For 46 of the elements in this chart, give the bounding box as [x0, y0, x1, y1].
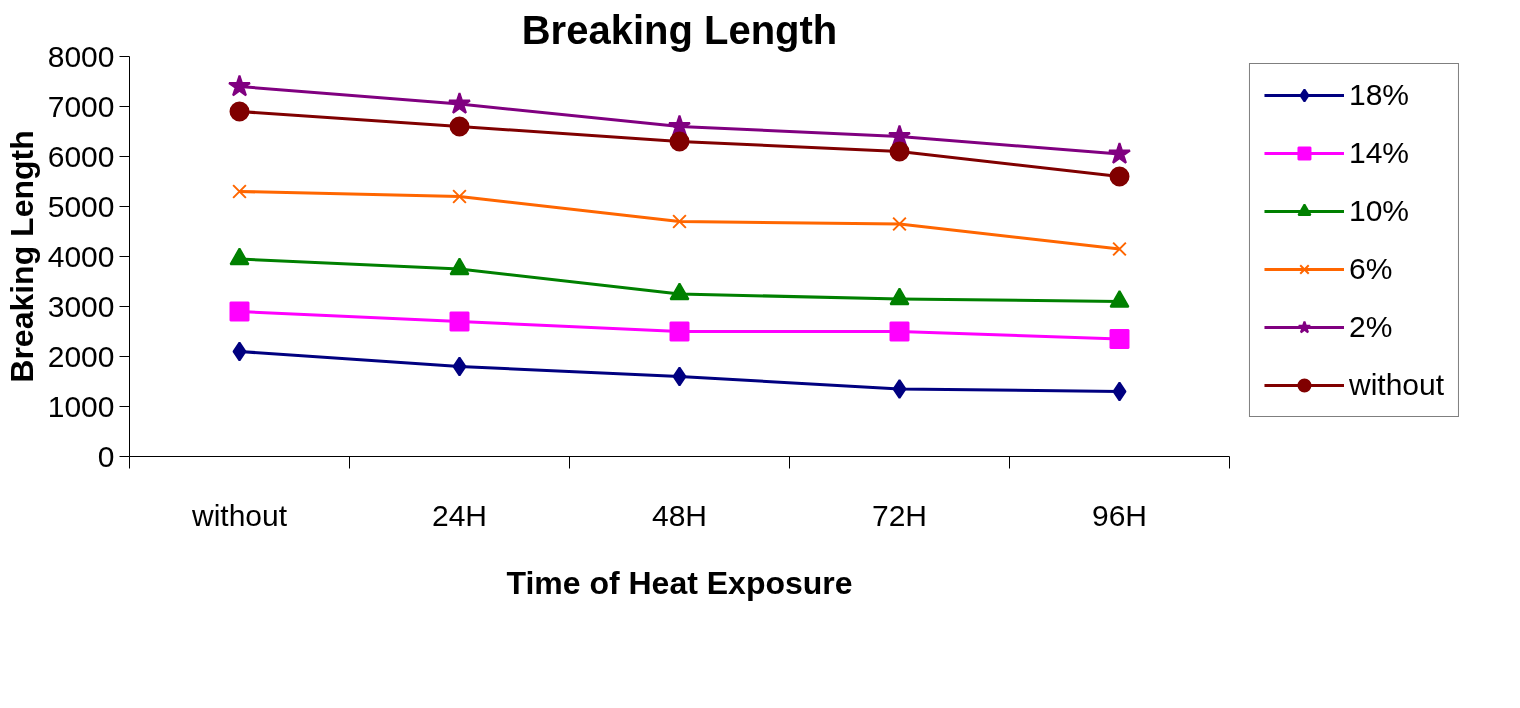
y-tick-label: 6000 [47, 139, 115, 173]
point [452, 356, 467, 377]
x-axis-title: Time of Heat Exposure [506, 564, 853, 601]
y-tick-label: 0 [97, 439, 115, 473]
point [892, 379, 907, 399]
chart-title: Breaking Length [521, 7, 838, 52]
x-tick-label: 96H [1091, 498, 1148, 532]
y-tick-label: 3000 [47, 289, 115, 323]
point [672, 214, 687, 229]
point [669, 321, 690, 342]
y-tick-label: 2000 [47, 339, 115, 373]
legend-label: 14% [1348, 135, 1410, 170]
y-tick-label: 1000 [47, 389, 115, 423]
point [1109, 166, 1130, 187]
point [892, 216, 907, 232]
x-tick-label: 48H [651, 498, 708, 532]
point [1109, 329, 1130, 349]
point [232, 341, 247, 362]
legend-label: 2% [1348, 309, 1393, 344]
y-tick-label: 5000 [47, 189, 115, 223]
x-tick-label: 72H [871, 498, 928, 532]
legend-label: 10% [1348, 193, 1410, 228]
point [452, 189, 467, 204]
y-tick-label: 8000 [47, 39, 115, 73]
point [228, 74, 251, 97]
point [229, 301, 250, 322]
y-tick-label: 4000 [47, 239, 115, 273]
x-tick-label: 24H [431, 498, 488, 532]
legend-label: 18% [1348, 77, 1410, 112]
point [448, 92, 471, 114]
y-tick-label: 7000 [47, 89, 115, 123]
point [889, 321, 910, 342]
point [669, 131, 690, 152]
legend-label: 6% [1348, 251, 1393, 286]
point [229, 101, 250, 122]
legend-label: without [1348, 367, 1445, 402]
point [449, 116, 470, 137]
point [889, 141, 910, 162]
point [449, 311, 470, 332]
point [1112, 241, 1127, 257]
point [232, 184, 247, 199]
x-tick-label: without [190, 498, 288, 532]
y-axis-title: Breaking Length [3, 130, 40, 383]
point [1108, 142, 1131, 164]
point [1112, 381, 1127, 402]
point [672, 366, 687, 387]
